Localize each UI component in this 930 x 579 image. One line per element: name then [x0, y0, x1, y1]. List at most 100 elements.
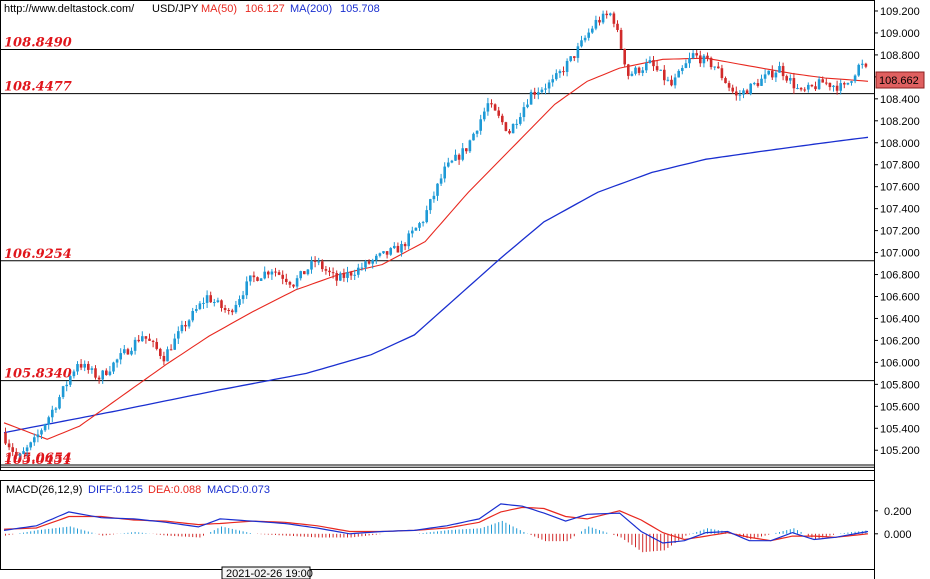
candles	[4, 10, 868, 460]
candle-body	[673, 77, 677, 86]
candle-body	[504, 122, 508, 131]
candle-body	[414, 227, 418, 231]
candle-body	[335, 273, 338, 281]
candle-body	[105, 370, 108, 375]
candle-body	[209, 295, 212, 303]
candle-body	[166, 349, 169, 362]
candle-body	[724, 78, 727, 84]
candle-body	[742, 90, 745, 95]
candle-body	[151, 340, 155, 342]
candle-body	[828, 82, 832, 88]
candle-body	[745, 90, 749, 94]
candle-body	[717, 66, 720, 69]
candle-body	[735, 91, 738, 96]
candle-body	[652, 60, 655, 67]
candle-body	[601, 13, 605, 23]
candle-body	[432, 195, 436, 200]
candle-body	[288, 281, 292, 285]
candle-body	[439, 178, 443, 184]
candle-body	[33, 437, 36, 443]
candle-body	[133, 339, 137, 351]
candle-body	[576, 46, 580, 58]
candle-body	[94, 368, 97, 378]
candle-body	[634, 67, 637, 74]
candle-body	[331, 272, 335, 274]
y-tick-label: 109.200	[880, 6, 920, 18]
candle-body	[785, 76, 788, 81]
macd-y-axis: 0.200 0.000	[874, 506, 912, 541]
candle-body	[731, 87, 734, 92]
candle-body	[61, 386, 65, 398]
candle-body	[58, 397, 61, 409]
candle-body	[670, 79, 673, 86]
candle-body	[544, 88, 547, 90]
candle-body	[677, 70, 680, 78]
candle-body	[598, 19, 601, 23]
y-tick-label: 109.000	[880, 28, 920, 40]
candle-body	[479, 119, 482, 131]
candle-body	[198, 303, 202, 310]
candle-body	[774, 72, 778, 78]
candle-body	[508, 130, 511, 134]
candle-body	[616, 23, 619, 30]
candle-body	[389, 248, 392, 255]
y-tick-label: 105.800	[880, 379, 920, 391]
candle-body	[450, 160, 454, 163]
macd-lines	[3, 503, 869, 544]
candle-body	[846, 82, 850, 85]
candle-body	[519, 117, 522, 124]
current-price-tag	[875, 71, 925, 89]
candle-body	[627, 64, 630, 76]
candle-body	[490, 103, 493, 105]
candle-body	[727, 83, 731, 88]
macd-tick-label: 0.200	[884, 506, 912, 518]
candle-body	[756, 83, 760, 86]
candle-body	[447, 162, 450, 167]
candle-body	[421, 222, 425, 224]
candle-body	[839, 83, 842, 91]
candle-body	[378, 253, 382, 256]
candle-body	[436, 183, 439, 196]
candle-body	[457, 154, 461, 160]
candle-body	[771, 70, 774, 78]
candle-body	[65, 384, 68, 387]
ma50-line	[3, 57, 869, 440]
candle-body	[861, 63, 864, 65]
candle-body	[130, 350, 133, 355]
candle-body	[177, 331, 180, 339]
candle-body	[159, 348, 162, 356]
macd-label: MACD(26,12,9)	[6, 484, 82, 496]
candle-body	[529, 91, 533, 105]
candle-body	[799, 87, 803, 90]
candle-body	[303, 271, 306, 275]
candle-body	[339, 273, 342, 281]
candle-body	[259, 278, 263, 281]
candle-body	[169, 349, 173, 351]
candle-body	[187, 320, 191, 327]
candle-body	[79, 364, 83, 368]
candle-body	[551, 79, 554, 83]
candle-body	[72, 371, 76, 377]
candle-body	[619, 29, 623, 49]
candle-body	[468, 140, 472, 152]
candle-body	[659, 69, 662, 71]
candle-body	[115, 359, 119, 363]
candle-body	[357, 267, 360, 275]
candle-body	[688, 57, 691, 64]
candle-body	[22, 451, 25, 454]
candle-body	[594, 19, 598, 29]
candle-body	[267, 271, 270, 275]
candle-body	[223, 308, 227, 311]
candle-body	[425, 210, 428, 223]
candle-body	[580, 40, 583, 47]
candle-body	[346, 272, 349, 278]
candle-body	[4, 432, 7, 444]
y-tick-label: 107.000	[880, 248, 920, 260]
candle-body	[393, 245, 396, 249]
candle-body	[321, 261, 324, 270]
candle-body	[396, 245, 400, 253]
candle-body	[252, 275, 256, 278]
candle-body	[565, 60, 569, 72]
